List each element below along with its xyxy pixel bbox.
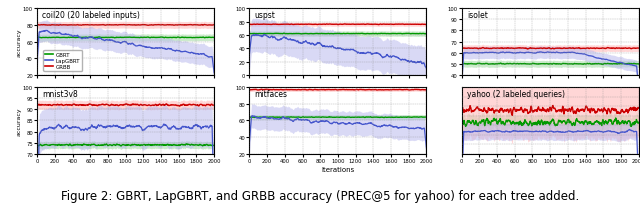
Legend: GBRT, LapGBRT, GRBB: GBRT, LapGBRT, GRBB — [44, 51, 82, 71]
Text: mitfaces: mitfaces — [255, 90, 288, 99]
Text: mnist3v8: mnist3v8 — [42, 90, 78, 99]
Y-axis label: accuracy: accuracy — [17, 107, 21, 135]
Y-axis label: accuracy: accuracy — [17, 28, 21, 57]
Text: Figure 2: GBRT, LapGBRT, and GRBB accuracy (PREC@5 for yahoo) for each tree adde: Figure 2: GBRT, LapGBRT, and GRBB accura… — [61, 189, 579, 202]
Text: coil20 (20 labeled inputs): coil20 (20 labeled inputs) — [42, 11, 140, 20]
Text: yahoo (2 labeled queries): yahoo (2 labeled queries) — [467, 90, 565, 99]
Text: isolet: isolet — [467, 11, 488, 20]
X-axis label: Iterations: Iterations — [321, 166, 355, 172]
Text: uspst: uspst — [255, 11, 276, 20]
